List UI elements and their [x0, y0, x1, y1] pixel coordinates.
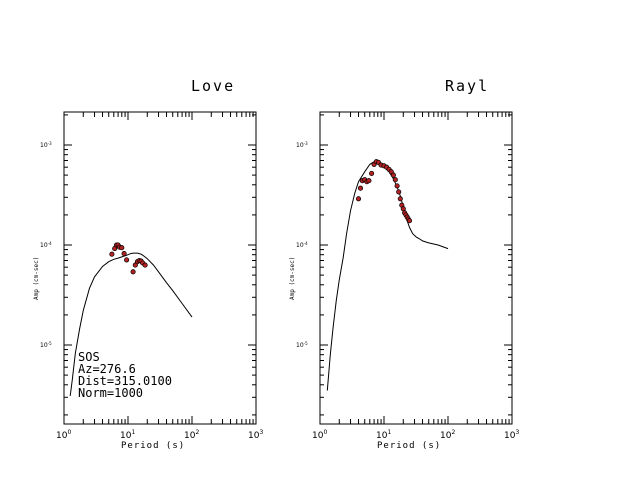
love-y-tick-label: 10-5 — [40, 341, 52, 349]
love-x-axis-label: Period (s) — [121, 441, 185, 451]
love-panel-title: Love — [191, 77, 235, 95]
love-y-tick-label: 10-3 — [40, 141, 52, 149]
love-x-tick-label: 102 — [184, 429, 199, 441]
rayleigh-x-axis-label: Period (s) — [377, 441, 441, 451]
rayleigh-data-point — [355, 196, 362, 202]
love-model-curve — [69, 252, 193, 396]
rayleigh-y-tick-label: 10-5 — [296, 341, 308, 349]
love-data-point — [142, 262, 148, 268]
love-x-tick-label: 100 — [56, 429, 71, 441]
love-observed-points — [109, 242, 148, 275]
love-x-tick-label: 103 — [248, 429, 263, 441]
normalization-label: Norm=1000 — [78, 386, 143, 400]
love-y-tick-label: 10-4 — [40, 241, 52, 249]
rayleigh-data-point — [406, 218, 413, 224]
love-y-axis-label: Amp (cm-sec) — [33, 257, 40, 300]
rayleigh-plot-frame — [319, 111, 513, 425]
rayleigh-y-tick-label: 10-3 — [296, 141, 308, 149]
rayleigh-axis-ticks — [319, 112, 513, 424]
rayleigh-data-point — [394, 183, 400, 189]
rayleigh-panel-title: Rayl — [445, 77, 489, 95]
rayleigh-data-point — [397, 196, 403, 202]
love-plot-frame — [63, 111, 257, 425]
rayleigh-observed-points — [355, 159, 413, 224]
rayleigh-panel: Rayl 100 101 102 103 10-5 10-4 10-3 Period (s… — [289, 77, 519, 451]
azimuth-label: Az=276.6 — [78, 362, 136, 376]
rayleigh-data-point — [390, 172, 396, 178]
station-code-label: SOS — [78, 350, 100, 364]
love-data-point — [124, 257, 130, 263]
love-axis-ticks — [63, 112, 257, 424]
rayleigh-x-tick-label: 102 — [440, 429, 455, 441]
rayleigh-x-tick-label: 101 — [376, 429, 391, 441]
rayleigh-data-point — [366, 178, 372, 184]
love-panel: Love 100 101 102 103 10-5 10-4 10-3 Period (s… — [33, 77, 263, 451]
rayleigh-data-point — [357, 185, 364, 191]
rayleigh-data-point — [392, 177, 398, 183]
distance-label: Dist=315.0100 — [78, 374, 172, 388]
rayleigh-data-point — [396, 189, 402, 195]
rayleigh-y-axis-label: Amp (cm-sec) — [289, 257, 296, 300]
rayleigh-model-curve — [326, 161, 449, 391]
rayleigh-y-tick-label: 10-4 — [296, 241, 308, 249]
love-x-tick-label: 101 — [120, 429, 135, 441]
love-x-tick-labels: 100 101 102 103 — [56, 429, 263, 441]
rayleigh-x-tick-labels: 100 101 102 103 — [312, 429, 519, 441]
love-data-point — [130, 269, 136, 275]
love-data-point — [109, 251, 115, 257]
rayleigh-x-tick-label: 103 — [504, 429, 519, 441]
love-y-tick-labels: 10-5 10-4 10-3 — [40, 141, 52, 349]
rayleigh-x-tick-label: 100 — [312, 429, 327, 441]
love-data-point — [121, 251, 127, 257]
rayleigh-data-point — [369, 170, 375, 176]
love-data-point — [119, 245, 125, 251]
rayleigh-y-tick-labels: 10-5 10-4 10-3 — [296, 141, 308, 349]
